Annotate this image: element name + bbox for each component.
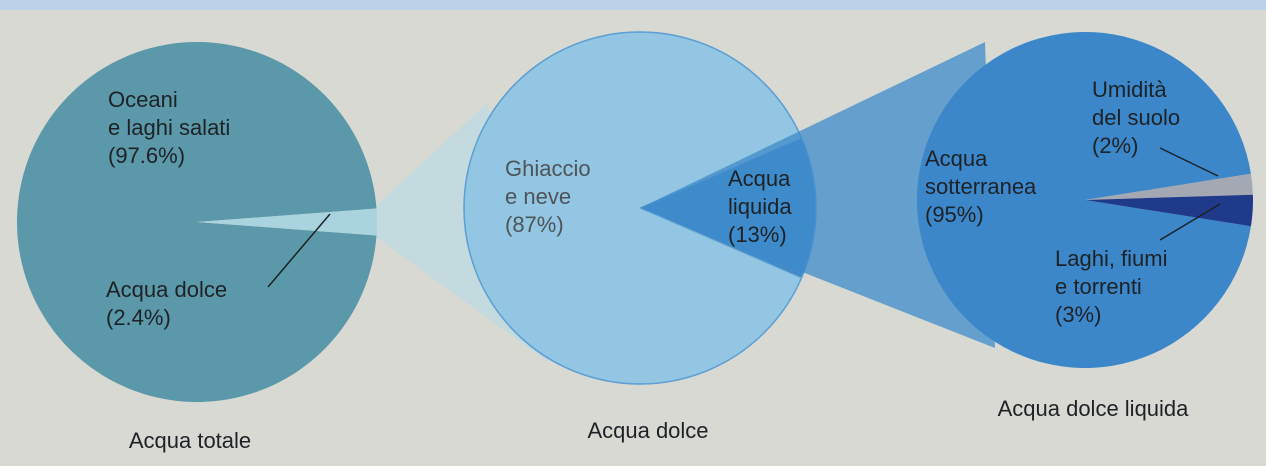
leader-line	[267, 213, 331, 288]
leader-line	[1159, 203, 1221, 241]
pie-slice	[17, 41, 377, 402]
value-label: (13%)	[728, 222, 787, 247]
pie-slice	[1085, 173, 1253, 200]
slice-label: Ghiaccio e neve (87%)	[505, 155, 591, 239]
value-label: (3%)	[1055, 302, 1102, 327]
pie-title-text: Acqua dolce	[587, 418, 709, 443]
pie-slice	[917, 31, 1251, 368]
top-strip	[0, 0, 1266, 10]
value-label: (2.4%)	[106, 305, 171, 330]
category-label: Laghi, fiumi e torrenti	[1055, 246, 1168, 299]
value-label: (95%)	[925, 202, 984, 227]
pie-title: Acqua dolce liquida	[998, 396, 1189, 422]
value-label: (2%)	[1092, 133, 1139, 158]
category-label: Acqua dolce	[106, 277, 228, 302]
pie-title-text: Acqua dolce liquida	[997, 396, 1189, 421]
value-label: (87%)	[505, 212, 564, 237]
slice-label: Laghi, fiumi e torrenti (3%)	[1055, 245, 1168, 329]
category-label: Acqua sotterranea	[925, 146, 1037, 199]
pie-title-text: Acqua totale	[128, 428, 252, 453]
slice-label: Acqua dolce (2.4%)	[106, 276, 227, 332]
pie-title: Acqua dolce	[587, 418, 708, 444]
category-label: Umidità del suolo	[1092, 77, 1181, 130]
pie-title: Acqua totale	[129, 428, 251, 454]
slice-label: Acqua liquida (13%)	[728, 165, 792, 249]
slice-label: Umidità del suolo (2%)	[1092, 76, 1180, 160]
pie-slice	[197, 208, 377, 236]
category-label: Acqua liquida	[728, 166, 792, 219]
funnel	[640, 42, 995, 348]
slice-label: Acqua sotterranea (95%)	[925, 145, 1036, 229]
pie-slice	[1085, 194, 1253, 227]
slice-label: Oceani e laghi salati (97.6%)	[108, 86, 230, 170]
category-label: Oceani e laghi salati	[108, 87, 231, 140]
category-label: Ghiaccio e neve	[505, 156, 591, 209]
value-label: (97.6%)	[108, 143, 186, 168]
leader-line	[1159, 147, 1219, 177]
